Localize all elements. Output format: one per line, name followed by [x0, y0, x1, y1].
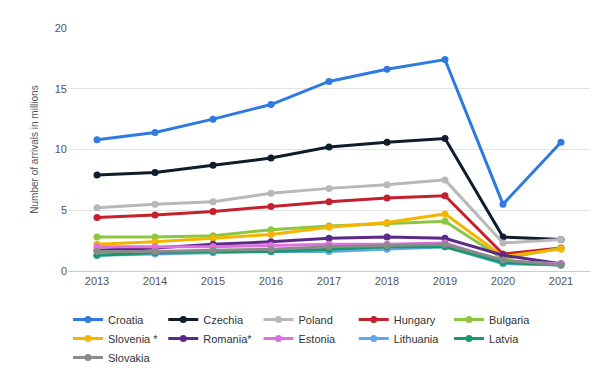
svg-text:Lithuania: Lithuania	[394, 333, 440, 345]
svg-text:20: 20	[55, 22, 67, 34]
svg-text:2019: 2019	[433, 275, 457, 287]
svg-text:Hungary: Hungary	[394, 314, 436, 326]
svg-text:Latvia: Latvia	[489, 333, 519, 345]
svg-text:2013: 2013	[85, 275, 109, 287]
svg-text:0: 0	[61, 265, 67, 277]
svg-text:15: 15	[55, 83, 67, 95]
svg-text:2020: 2020	[491, 275, 515, 287]
svg-text:5: 5	[61, 204, 67, 216]
svg-text:2016: 2016	[259, 275, 283, 287]
svg-text:2021: 2021	[549, 275, 573, 287]
svg-text:2018: 2018	[375, 275, 399, 287]
svg-text:Bulgaria: Bulgaria	[489, 314, 530, 326]
svg-text:Estonia: Estonia	[299, 333, 337, 345]
svg-text:Number of arrivals in millions: Number of arrivals in millions	[29, 85, 40, 213]
svg-text:2014: 2014	[143, 275, 167, 287]
svg-text:Slovakia: Slovakia	[108, 352, 150, 364]
svg-text:Czechia: Czechia	[203, 314, 244, 326]
svg-text:2017: 2017	[317, 275, 341, 287]
svg-text:Slovenia *: Slovenia *	[108, 333, 158, 345]
svg-text:Poland: Poland	[299, 314, 333, 326]
svg-text:2015: 2015	[201, 275, 225, 287]
svg-text:Romania*: Romania*	[203, 333, 252, 345]
svg-text:10: 10	[55, 143, 67, 155]
svg-text:Croatia: Croatia	[108, 314, 144, 326]
